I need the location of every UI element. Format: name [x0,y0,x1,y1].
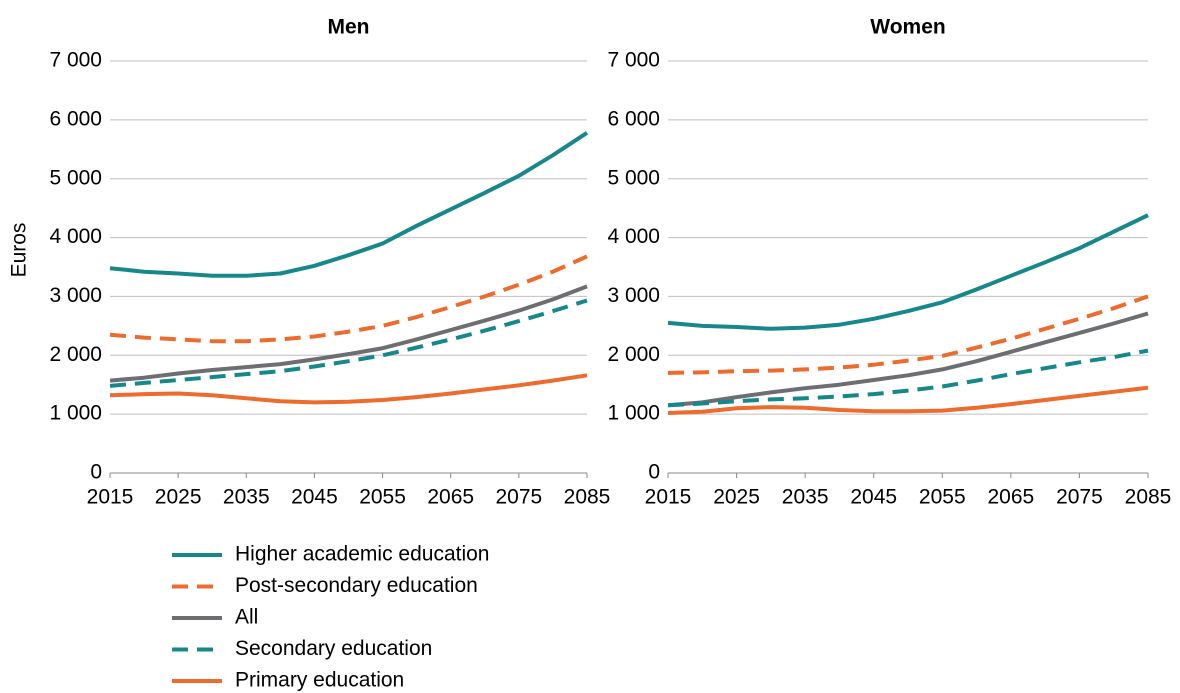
y-tick-label: 6 000 [607,107,660,130]
y-tick-label: 4 000 [607,225,660,248]
data-line [109,298,588,388]
legend-label: Post-secondary education [235,574,478,597]
y-tick-label: 2 000 [607,343,660,366]
y-tick-label: 5 000 [49,166,102,189]
y-tick-label: 3 000 [49,284,102,307]
x-tick-label: 2085 [564,486,611,509]
x-tick-label: 2015 [645,486,692,509]
data-line [667,213,1149,331]
x-tick-label: 2025 [155,486,202,509]
y-tick-label: 6 000 [49,107,102,130]
chart-title: Women [870,16,945,39]
x-tick-label: 2045 [850,486,897,509]
x-tick-label: 2035 [223,486,270,509]
legend-label: All [235,606,258,629]
y-tick-label: 1 000 [607,402,660,425]
data-line [667,294,1149,375]
data-line [667,348,1149,408]
x-tick-label: 2055 [919,486,966,509]
x-tick-label: 2015 [87,486,134,509]
data-line [109,284,588,383]
x-tick-label: 2055 [359,486,406,509]
legend-label: Secondary education [235,637,432,660]
data-line [109,373,588,405]
x-tick-label: 2065 [987,486,1034,509]
y-tick-label: 7 000 [49,49,102,72]
y-tick-label: 3 000 [607,284,660,307]
chart-title: Men [328,16,370,39]
y-tick-label: 1 000 [49,402,102,425]
y-tick-label: 4 000 [49,225,102,248]
data-line [667,385,1149,415]
x-tick-label: 2085 [1125,486,1172,509]
x-tick-label: 2075 [495,486,542,509]
x-tick-label: 2025 [713,486,760,509]
x-tick-label: 2075 [1056,486,1103,509]
data-line [109,131,589,278]
legend-label: Primary education [235,669,404,692]
y-tick-label: 5 000 [607,166,660,189]
data-line [109,254,588,344]
y-axis-label: Euros [8,223,31,278]
y-tick-label: 0 [90,461,102,484]
x-tick-label: 2035 [782,486,829,509]
y-tick-label: 2 000 [49,343,102,366]
data-line [667,311,1149,408]
legend-label: Higher academic education [235,543,489,566]
y-tick-label: 7 000 [607,49,660,72]
x-tick-label: 2045 [291,486,338,509]
x-tick-label: 2065 [427,486,474,509]
y-tick-label: 0 [648,461,660,484]
